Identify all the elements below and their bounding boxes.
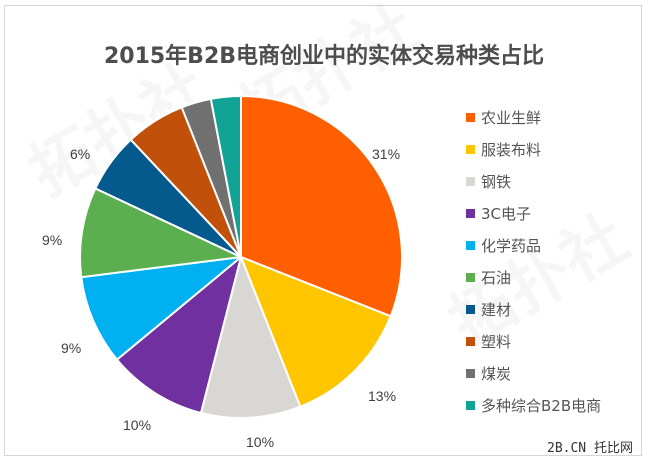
legend-label: 钢铁 [481,172,512,191]
legend-item-agri: 农业生鲜 [466,101,601,133]
pie-slice [209,95,242,258]
pie-slice [79,187,242,279]
data-label-steel: 10% [246,434,275,450]
legend-label: 塑料 [481,332,512,351]
pie-slice [199,256,302,419]
data-label-building: 6% [70,146,91,162]
pie-slice [80,256,242,361]
pie-slices [79,95,403,419]
chart-legend: 农业生鲜 服装布料 钢铁 3C电子 化学药品 石油 建材 塑料 煤炭 多种综合B… [466,101,601,421]
legend-swatch [466,176,475,186]
legend-swatch [466,240,475,250]
legend-item-multi-b2b: 多种综合B2B电商 [466,389,601,421]
data-label-agri: 31% [372,146,401,162]
legend-item-chem: 化学药品 [466,229,601,261]
legend-label: 煤炭 [481,364,512,383]
legend-label: 农业生鲜 [481,108,542,127]
legend-swatch [466,400,475,410]
legend-label: 化学药品 [481,236,542,255]
data-label-3c: 10% [123,417,152,433]
source-credit: 2B.CN 托比网 [547,441,633,456]
legend-swatch [466,272,475,282]
legend-label: 服装布料 [481,140,542,159]
legend-item-coal: 煤炭 [466,357,601,389]
pie-slice [240,95,403,318]
legend-swatch [466,336,475,346]
data-label-chem: 9% [61,340,82,356]
pie-slice [240,256,392,408]
legend-swatch [466,112,475,122]
pie-slice [115,256,242,414]
legend-label: 建材 [481,300,512,319]
legend-item-plastic: 塑料 [466,325,601,357]
legend-swatch [466,368,475,378]
legend-item-3c: 3C电子 [466,197,601,229]
legend-item-steel: 钢铁 [466,165,601,197]
legend-item-building: 建材 [466,293,601,325]
data-label-oil: 9% [42,232,63,248]
legend-swatch [466,144,475,154]
legend-label: 多种综合B2B电商 [481,396,602,415]
legend-label: 石油 [481,268,512,287]
legend-item-apparel: 服装布料 [466,133,601,165]
data-label-apparel: 13% [368,388,397,404]
chart-title: 2015年B2B电商创业中的实体交易种类占比 [103,44,545,69]
legend-swatch [466,304,475,314]
legend-item-oil: 石油 [466,261,601,293]
legend-label: 3C电子 [481,204,532,223]
legend-swatch [466,208,475,218]
